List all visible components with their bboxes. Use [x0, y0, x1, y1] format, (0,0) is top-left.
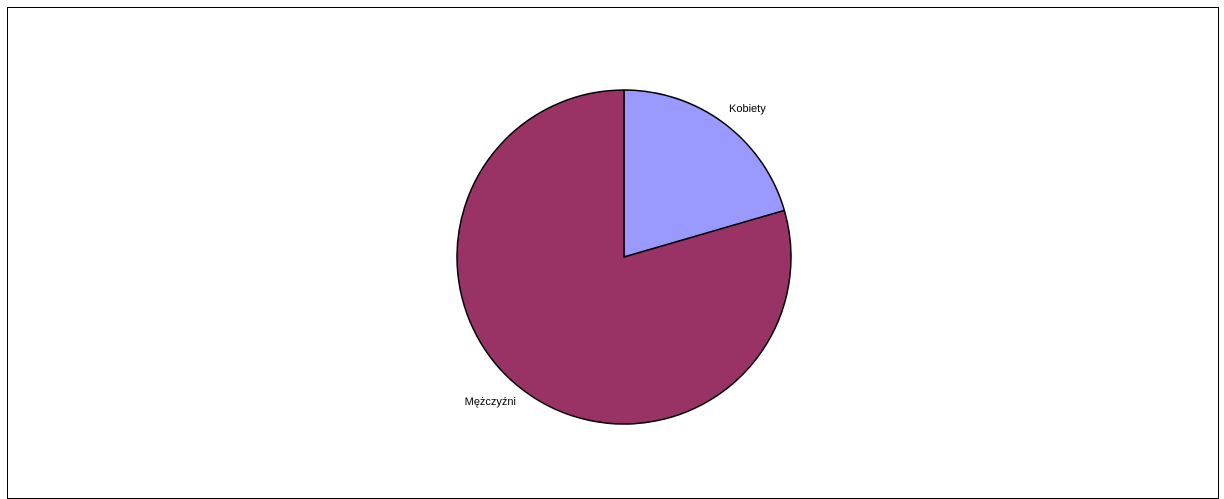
- slice-label-mezczyzni: Mężczyźni: [465, 396, 516, 408]
- pie-slice-kobiety: [623, 89, 786, 258]
- pie-chart: Kobiety Mężczyźni: [456, 89, 792, 425]
- chart-frame: Kobiety Mężczyźni: [7, 7, 1219, 499]
- slice-label-kobiety: Kobiety: [729, 103, 766, 115]
- pie-slice-mezczyzni: [456, 89, 792, 425]
